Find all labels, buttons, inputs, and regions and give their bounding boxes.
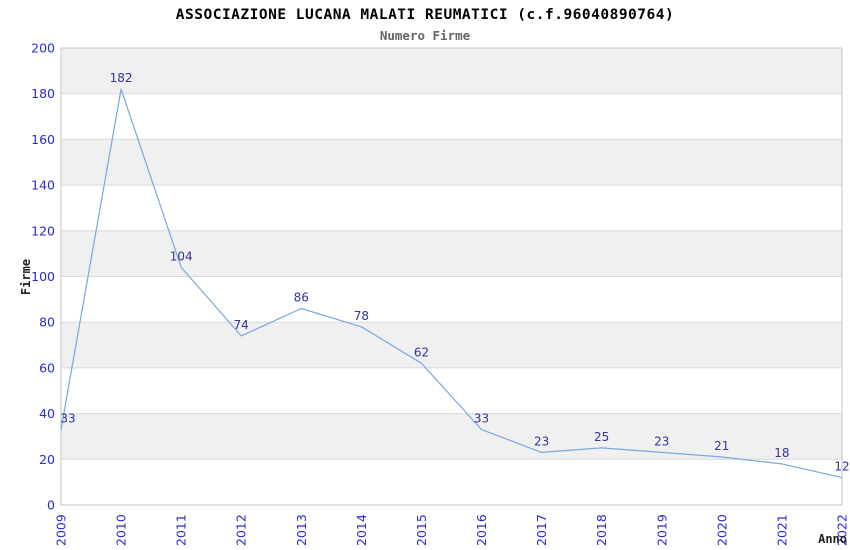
data-point-label: 86 xyxy=(294,291,309,305)
x-tick-label: 2019 xyxy=(654,514,669,546)
x-tick-label: 2012 xyxy=(234,514,249,546)
y-tick-label: 60 xyxy=(39,360,55,375)
y-tick-label: 180 xyxy=(31,86,55,101)
chart-subtitle: Numero Firme xyxy=(379,28,471,43)
y-tick-label: 0 xyxy=(47,498,55,513)
grid-band xyxy=(61,230,842,277)
grid-band xyxy=(61,322,842,368)
y-tick-label: 140 xyxy=(31,178,55,193)
y-tick-label: 40 xyxy=(39,406,55,421)
x-axis-title: Anno xyxy=(818,532,847,546)
data-point-label: 74 xyxy=(234,318,249,332)
data-point-label: 23 xyxy=(534,434,549,448)
data-point-label: 62 xyxy=(414,345,429,359)
x-tick-label: 2010 xyxy=(114,514,129,546)
data-point-label: 78 xyxy=(354,309,369,323)
data-point-label: 18 xyxy=(774,446,789,460)
data-point-label: 21 xyxy=(714,439,729,453)
x-tick-label: 2016 xyxy=(474,514,489,546)
y-tick-label: 80 xyxy=(39,315,55,330)
x-tick-label: 2013 xyxy=(294,514,309,546)
y-tick-label: 200 xyxy=(31,41,55,56)
x-tick-label: 2020 xyxy=(714,514,729,546)
y-tick-label: 120 xyxy=(31,223,55,238)
data-point-label: 182 xyxy=(110,71,133,85)
x-tick-label: 2011 xyxy=(174,514,189,546)
y-tick-label: 20 xyxy=(39,452,55,467)
data-point-label: 23 xyxy=(654,434,669,448)
x-tick-label: 2014 xyxy=(354,514,369,546)
data-point-label: 12 xyxy=(834,460,849,474)
grid-band xyxy=(61,48,842,94)
x-tick-label: 2021 xyxy=(774,514,789,546)
grid-band xyxy=(61,413,842,460)
y-axis-title: Firme xyxy=(19,259,33,295)
x-tick-label: 2015 xyxy=(414,514,429,546)
grid-band xyxy=(61,139,842,186)
chart-title: ASSOCIAZIONE LUCANA MALATI REUMATICI (c.… xyxy=(175,7,675,23)
x-tick-label: 2017 xyxy=(534,514,549,546)
data-point-label: 104 xyxy=(170,249,193,263)
data-point-label: 33 xyxy=(474,412,489,426)
series-line xyxy=(60,88,843,479)
plot-border xyxy=(60,47,843,506)
y-tick-label: 100 xyxy=(31,269,55,284)
x-tick-label: 2018 xyxy=(594,514,609,546)
x-tick-label: 2022 xyxy=(835,514,850,546)
y-tick-label: 160 xyxy=(31,132,55,147)
data-point-label: 25 xyxy=(594,430,609,444)
x-tick-label: 2009 xyxy=(54,514,69,546)
data-point-label: 33 xyxy=(60,412,75,426)
